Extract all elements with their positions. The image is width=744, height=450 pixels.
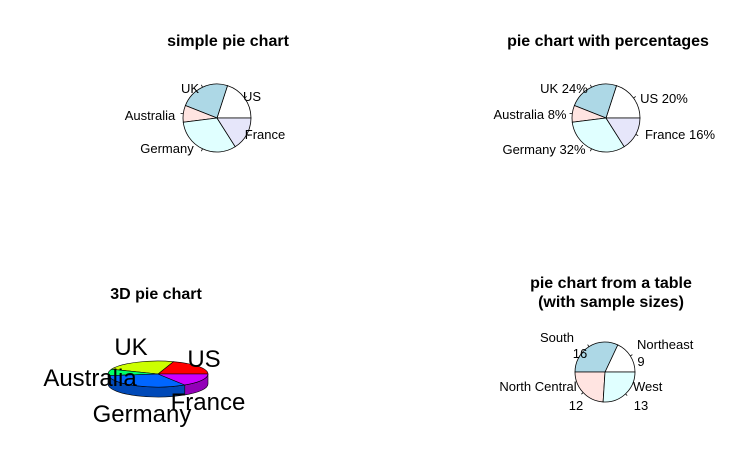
slice-label-uk: UK 24%: [540, 81, 588, 96]
slice-tick-us-20: [633, 96, 636, 99]
pie-slice-us: [216, 85, 252, 119]
slice-label-australia: Australia: [43, 365, 137, 392]
slice-tick-northeast: [630, 354, 633, 357]
slice-label-germany: Germany 32%: [502, 142, 586, 157]
pie-slice-south: [574, 341, 619, 373]
chart-title-line-1: pie chart from a table: [530, 275, 692, 292]
pie-slice-us-20: [605, 85, 641, 119]
pie-slice-us: [157, 361, 209, 375]
pie-slice-west: [602, 371, 636, 403]
slice-label-northeast: Northeast: [637, 337, 694, 352]
slice-tick-south: [587, 344, 590, 347]
slice-value-west: 13: [634, 398, 648, 413]
slice-label-uk: UK: [181, 81, 199, 96]
slice-tick-germany: [201, 148, 203, 152]
slice-tick-west: [625, 393, 628, 396]
slice-label-france: France: [245, 127, 285, 142]
pie-slice-north-central: [574, 371, 606, 403]
slice-value-north-central: 12: [569, 398, 583, 413]
slice-label-us: US: [243, 89, 261, 104]
slice-tick-germany-32: [590, 148, 592, 152]
chart-title-line-2: (with sample sizes): [538, 294, 684, 311]
pie-slices: [574, 341, 636, 403]
pie-slices: [569, 83, 641, 153]
slice-label-south: South: [540, 330, 574, 345]
slice-label-germany: Germany: [93, 401, 192, 428]
slice-label-australia: Australia: [125, 108, 176, 123]
slice-tick-uk-24: [590, 84, 592, 88]
slice-tick-us: [244, 96, 247, 99]
panel-table-pie: pie chart from a table (with sample size…: [499, 275, 693, 413]
slice-tick-north-central: [581, 392, 584, 395]
chart-title: 3D pie chart: [110, 286, 202, 303]
slice-tick-uk: [201, 84, 203, 88]
slice-label-us: US: [187, 346, 220, 373]
slice-label-germany: Germany: [140, 141, 194, 156]
pie-slices: [180, 83, 252, 153]
slice-label-north-central: North Central: [499, 379, 576, 394]
slice-label-australia: Australia 8%: [494, 107, 567, 122]
slice-value-south: 16: [573, 346, 587, 361]
pie-slice-france: [157, 373, 209, 386]
panel-3d-pie: 3D pie chart UK US Australia France Germ…: [43, 286, 245, 428]
panel-percent-pie: pie chart with percentages UK 24% US 20%…: [494, 33, 716, 157]
chart-title: simple pie chart: [167, 33, 289, 50]
slice-label-france: France: [171, 389, 246, 416]
chart-title: pie chart with percentages: [507, 33, 709, 50]
slice-label-france: France 16%: [645, 127, 716, 142]
slice-value-northeast: 9: [637, 354, 644, 369]
panel-simple-pie: simple pie chart UK US Australia France …: [125, 33, 290, 156]
slice-label-us: US 20%: [640, 91, 688, 106]
slice-label-west: West: [633, 379, 663, 394]
slice-tick-france: [246, 134, 250, 137]
pie-3d-slices: [107, 360, 209, 398]
slice-tick-france-16: [635, 134, 639, 137]
slice-label-uk: UK: [114, 334, 147, 361]
